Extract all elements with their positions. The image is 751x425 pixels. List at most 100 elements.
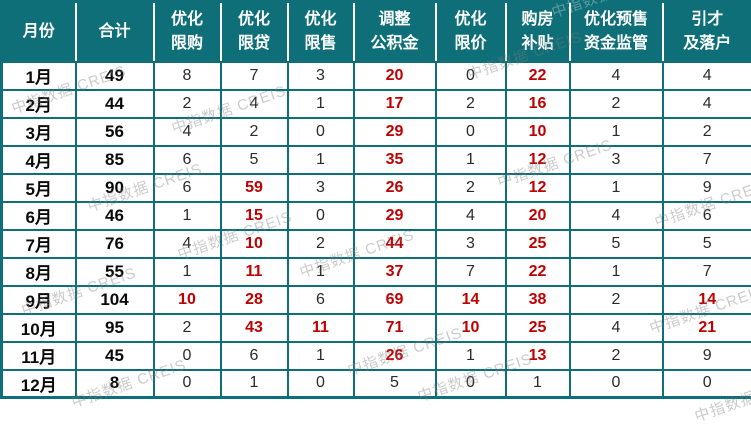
value-cell: 0: [286, 368, 355, 399]
month-cell: 12月: [0, 368, 77, 399]
total-cell: 95: [74, 312, 155, 343]
total-cell: 56: [74, 116, 155, 147]
value-cell: 10: [219, 228, 289, 259]
value-cell: 4: [152, 116, 222, 147]
policy-table: 月份 合计 优化 限购 优化 限贷 优化 限售 调整 公积金 优化 限价 购房 补贴 优化预售 资金监管 引才及…: [0, 0, 751, 399]
value-cell: 14: [434, 284, 507, 315]
value-cell: 11: [219, 256, 289, 287]
column-header-3: 优化 限贷: [219, 1, 288, 63]
month-cell: 7月: [0, 228, 77, 259]
value-cell: 5: [568, 228, 664, 259]
column-header-1: 合计: [74, 1, 154, 63]
value-cell: 22: [504, 60, 571, 91]
value-cell: 2: [152, 312, 222, 343]
month-cell: 11月: [0, 340, 77, 371]
value-cell: 3: [286, 60, 355, 91]
value-cell: 21: [661, 312, 751, 343]
value-cell: 6: [152, 144, 222, 175]
value-cell: 7: [434, 256, 507, 287]
value-cell: 0: [434, 60, 507, 91]
value-cell: 3: [434, 228, 507, 259]
total-cell: 76: [74, 228, 155, 259]
value-cell: 4: [434, 200, 507, 231]
value-cell: 25: [504, 228, 571, 259]
value-cell: 0: [661, 368, 751, 399]
value-cell: 20: [352, 60, 437, 91]
month-cell: 10月: [0, 312, 77, 343]
value-cell: 43: [219, 312, 289, 343]
column-header-5: 调整 公积金: [352, 1, 436, 63]
column-header-0: 月份: [1, 1, 76, 63]
value-cell: 8: [152, 60, 222, 91]
table-row: 10月 95 2 43 11 71 10 25 4 21: [0, 312, 751, 343]
value-cell: 1: [286, 256, 355, 287]
total-cell: 85: [74, 144, 155, 175]
value-cell: 4: [568, 312, 664, 343]
value-cell: 1: [568, 172, 664, 203]
value-cell: 35: [352, 144, 437, 175]
table-row: 8月 55 1 11 1 37 7 22 1 7: [0, 256, 751, 287]
value-cell: 2: [568, 340, 664, 371]
table-row: 1月 49 8 7 3 20 0 22 4 4: [0, 60, 751, 91]
table-row: 3月 56 4 2 0 29 0 10 1 2: [0, 116, 751, 147]
table-row: 7月 76 4 10 2 44 3 25 5 5: [0, 228, 751, 259]
total-cell: 90: [74, 172, 155, 203]
value-cell: 2: [568, 284, 664, 315]
column-header-8: 优化预售 资金监管: [568, 1, 663, 63]
column-header-6: 优化 限价: [434, 1, 506, 63]
value-cell: 6: [286, 284, 355, 315]
value-cell: 69: [352, 284, 437, 315]
value-cell: 9: [661, 172, 751, 203]
value-cell: 1: [152, 200, 222, 231]
value-cell: 16: [504, 88, 571, 119]
value-cell: 0: [568, 368, 664, 399]
value-cell: 12: [504, 172, 571, 203]
value-cell: 2: [286, 228, 355, 259]
value-cell: 4: [568, 200, 664, 231]
value-cell: 4: [152, 228, 222, 259]
total-cell: 44: [74, 88, 155, 119]
value-cell: 0: [286, 116, 355, 147]
total-cell: 45: [74, 340, 155, 371]
value-cell: 1: [504, 368, 571, 399]
month-cell: 8月: [0, 256, 77, 287]
column-header-7: 购房 补贴: [504, 1, 570, 63]
month-cell: 4月: [0, 144, 77, 175]
value-cell: 6: [219, 340, 289, 371]
value-cell: 2: [434, 172, 507, 203]
value-cell: 0: [152, 340, 222, 371]
value-cell: 6: [152, 172, 222, 203]
value-cell: 0: [434, 368, 507, 399]
value-cell: 13: [504, 340, 571, 371]
value-cell: 1: [286, 88, 355, 119]
value-cell: 9: [661, 340, 751, 371]
value-cell: 4: [661, 88, 751, 119]
table-row: 2月 44 2 4 1 17 2 16 2 4: [0, 88, 751, 119]
value-cell: 0: [434, 116, 507, 147]
value-cell: 1: [568, 116, 664, 147]
total-cell: 104: [74, 284, 155, 315]
month-cell: 2月: [0, 88, 77, 119]
value-cell: 2: [434, 88, 507, 119]
table-row: 11月 45 0 6 1 26 1 13 2 9: [0, 340, 751, 371]
value-cell: 26: [352, 172, 437, 203]
month-cell: 6月: [0, 200, 77, 231]
value-cell: 4: [219, 88, 289, 119]
table-row: 12月 8 0 1 0 5 0 1 0 0: [0, 368, 751, 399]
value-cell: 15: [219, 200, 289, 231]
value-cell: 14: [661, 284, 751, 315]
value-cell: 1: [152, 256, 222, 287]
value-cell: 22: [504, 256, 571, 287]
value-cell: 44: [352, 228, 437, 259]
total-cell: 55: [74, 256, 155, 287]
table-row: 9月 104 10 28 6 69 14 38 2 14: [0, 284, 751, 315]
column-header-9: 引才 及落户: [661, 1, 751, 63]
value-cell: 2: [219, 116, 289, 147]
column-header-2: 优化 限购: [152, 1, 221, 63]
value-cell: 26: [352, 340, 437, 371]
value-cell: 4: [568, 60, 664, 91]
value-cell: 0: [152, 368, 222, 399]
value-cell: 20: [504, 200, 571, 231]
value-cell: 59: [219, 172, 289, 203]
